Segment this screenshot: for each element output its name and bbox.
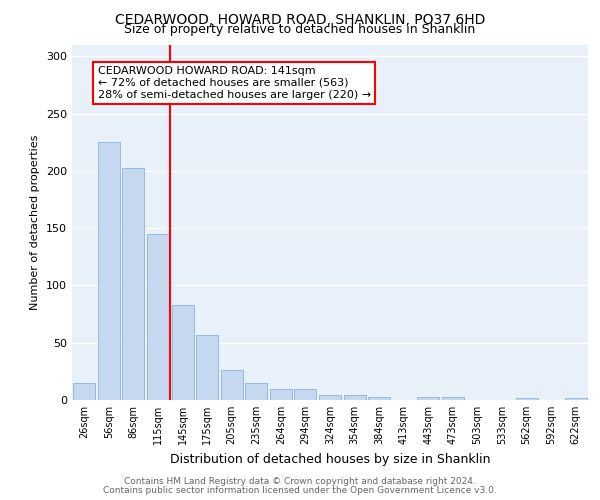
- Bar: [245, 383, 268, 400]
- Bar: [565, 398, 587, 400]
- Bar: [319, 396, 341, 400]
- Y-axis label: Number of detached properties: Number of detached properties: [31, 135, 40, 310]
- Bar: [368, 396, 390, 400]
- Bar: [417, 396, 439, 400]
- Bar: [344, 396, 365, 400]
- Bar: [196, 334, 218, 400]
- Text: Size of property relative to detached houses in Shanklin: Size of property relative to detached ho…: [124, 22, 476, 36]
- Bar: [147, 234, 169, 400]
- Bar: [73, 383, 95, 400]
- Text: CEDARWOOD HOWARD ROAD: 141sqm
← 72% of detached houses are smaller (563)
28% of : CEDARWOOD HOWARD ROAD: 141sqm ← 72% of d…: [98, 66, 371, 100]
- Bar: [515, 398, 538, 400]
- Bar: [172, 305, 194, 400]
- Bar: [221, 370, 243, 400]
- Bar: [98, 142, 120, 400]
- Text: Contains public sector information licensed under the Open Government Licence v3: Contains public sector information licen…: [103, 486, 497, 495]
- Bar: [270, 388, 292, 400]
- Bar: [122, 168, 145, 400]
- Bar: [442, 396, 464, 400]
- Text: CEDARWOOD, HOWARD ROAD, SHANKLIN, PO37 6HD: CEDARWOOD, HOWARD ROAD, SHANKLIN, PO37 6…: [115, 12, 485, 26]
- Bar: [295, 388, 316, 400]
- Text: Contains HM Land Registry data © Crown copyright and database right 2024.: Contains HM Land Registry data © Crown c…: [124, 477, 476, 486]
- X-axis label: Distribution of detached houses by size in Shanklin: Distribution of detached houses by size …: [170, 452, 490, 466]
